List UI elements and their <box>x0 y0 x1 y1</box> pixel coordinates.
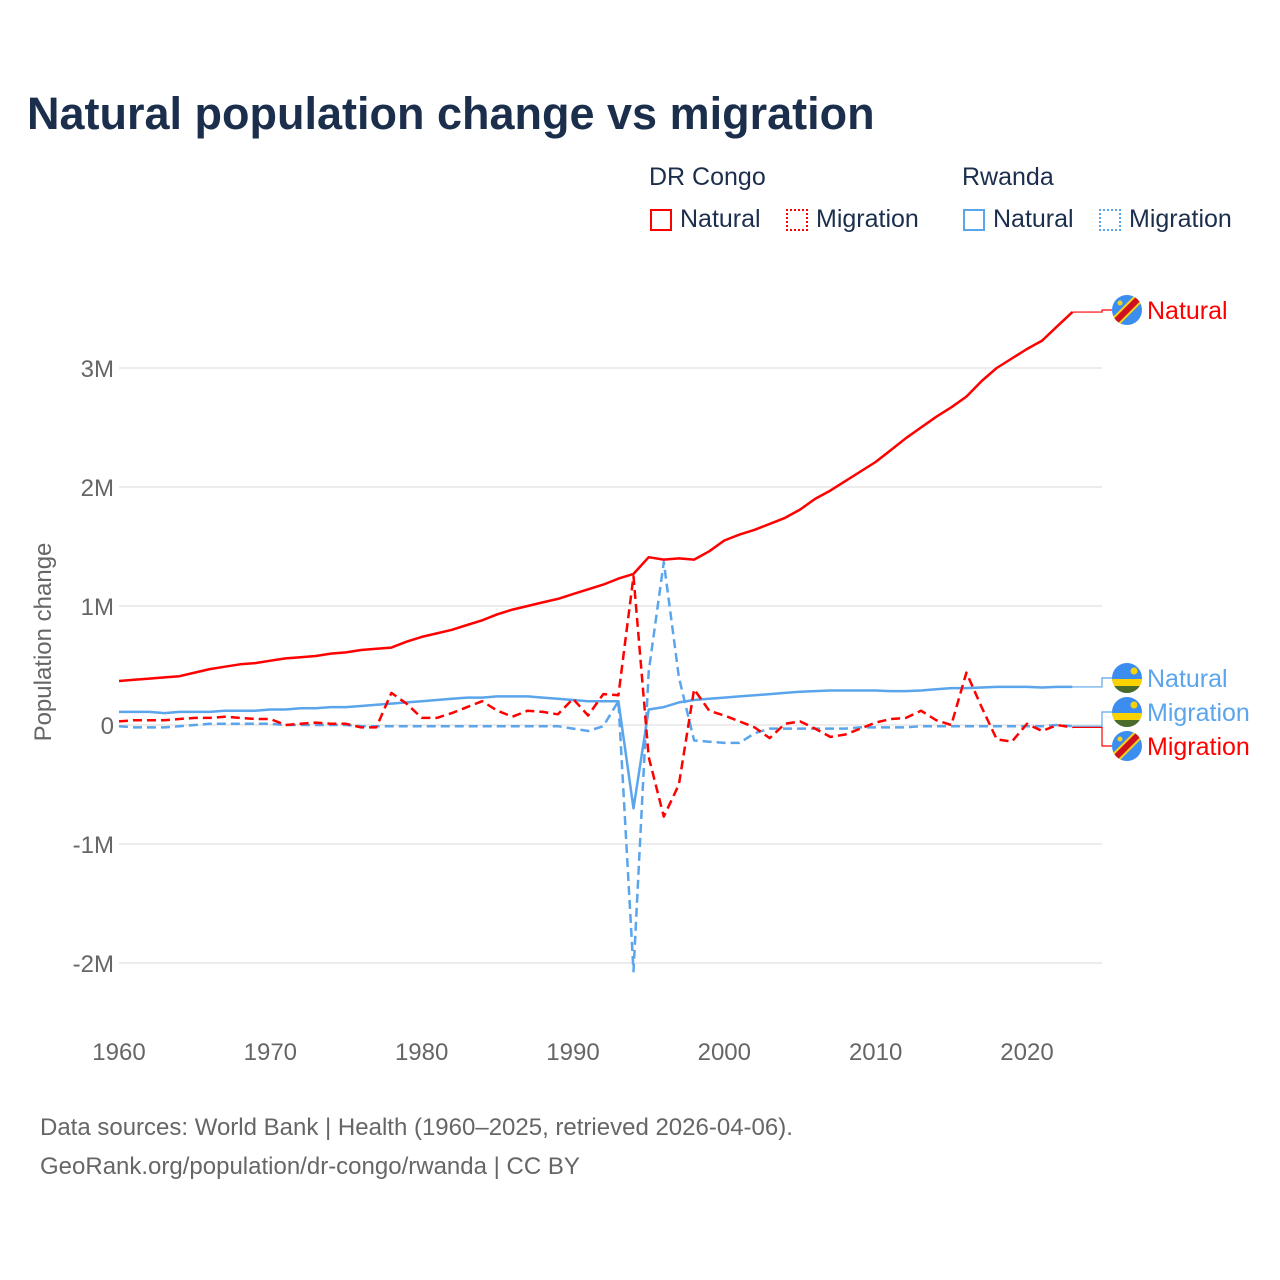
series-end-label: Migration <box>1147 733 1250 761</box>
drc-flag-icon <box>1112 295 1142 325</box>
series-line-dr-congo-migration <box>118 575 1073 818</box>
x-tick-label: 2000 <box>698 1039 751 1066</box>
y-axis-label: Population change <box>30 543 57 742</box>
chart-title: Natural population change vs migration <box>27 88 875 139</box>
series-end-label: Natural <box>1147 297 1228 325</box>
series-end-label: Migration <box>1147 699 1250 727</box>
solid-swatch-icon <box>650 208 672 231</box>
flag-sun <box>1130 667 1138 675</box>
legend-label: Natural <box>993 205 1074 233</box>
rwanda-flag-icon <box>1112 697 1142 727</box>
source-line: Data sources: World Bank | Health (1960–… <box>40 1114 793 1141</box>
series-end-label: Natural <box>1147 665 1228 693</box>
legend-drc-migration[interactable]: Migration <box>786 205 919 234</box>
legend-rwanda-natural[interactable]: Natural <box>963 205 1074 234</box>
series-line-rwanda-natural <box>119 685 1073 810</box>
flag-body <box>1112 663 1142 693</box>
series-line-dr-congo-natural <box>118 311 1074 683</box>
series-line-rwanda-migration <box>118 560 1073 973</box>
legend-label: Natural <box>680 205 761 233</box>
flag-green <box>1112 720 1142 727</box>
legend-label: Migration <box>816 205 919 233</box>
flag-body <box>1112 697 1142 727</box>
legend-rwanda-migration[interactable]: Migration <box>1099 205 1232 234</box>
label-connector <box>1072 309 1112 313</box>
y-tick-label: 3M <box>81 356 114 383</box>
dotted-swatch-icon <box>786 208 808 231</box>
x-tick-label: 2010 <box>849 1039 902 1066</box>
flag-yellow <box>1112 679 1142 686</box>
x-tick-label: 1990 <box>546 1039 599 1066</box>
flag-green <box>1112 686 1142 693</box>
legend-group-drc: DR Congo <box>649 163 766 191</box>
source-link[interactable]: GeoRank.org/population/dr-congo/rwanda |… <box>40 1153 580 1180</box>
x-tick-label: 2020 <box>1000 1039 1053 1066</box>
label-connector <box>1072 726 1112 747</box>
x-tick-label: 1980 <box>395 1039 448 1066</box>
label-connector <box>1072 711 1112 727</box>
y-tick-label: -1M <box>73 832 114 859</box>
y-tick-label: 1M <box>81 594 114 621</box>
y-tick-label: -2M <box>73 951 114 978</box>
flag-star <box>1117 300 1123 306</box>
source-note: Data sources: World Bank | Health (1960–… <box>40 1108 793 1186</box>
flag-body <box>1112 295 1142 325</box>
label-connector <box>1072 677 1112 688</box>
y-tick-label: 2M <box>81 475 114 502</box>
flag-yellow <box>1112 713 1142 720</box>
legend-label: Migration <box>1129 205 1232 233</box>
x-tick-label: 1970 <box>244 1039 297 1066</box>
legend-group-rwanda: Rwanda <box>962 163 1054 191</box>
flag-body <box>1112 731 1142 761</box>
x-tick-label: 1960 <box>92 1039 145 1066</box>
y-tick-label: 0 <box>101 713 114 740</box>
rwanda-flag-icon <box>1112 663 1142 693</box>
dotted-swatch-icon <box>1099 208 1121 231</box>
solid-swatch-icon <box>963 208 985 231</box>
flag-star <box>1117 736 1123 742</box>
drc-flag-icon <box>1112 731 1142 761</box>
flag-sun <box>1130 701 1138 709</box>
legend-drc-natural[interactable]: Natural <box>650 205 761 234</box>
